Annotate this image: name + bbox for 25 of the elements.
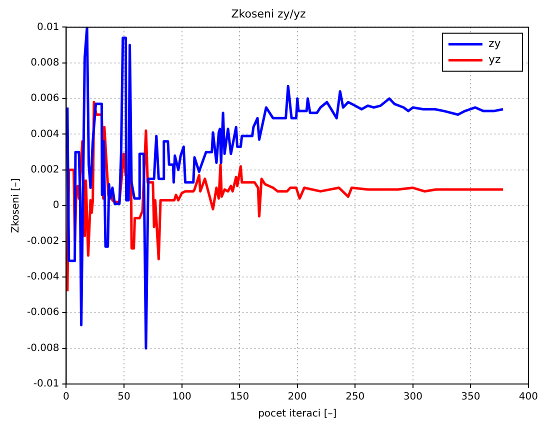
legend-label: yz <box>488 53 501 66</box>
y-tick-label: 0.006 <box>30 93 60 104</box>
x-tick-label: 400 <box>518 392 538 403</box>
y-tick-label: 0 <box>52 200 60 212</box>
x-tick-label: 300 <box>403 392 422 403</box>
y-tick-label: 0.002 <box>30 164 60 176</box>
x-axis-title: pocet iteraci [–] <box>258 408 337 420</box>
y-tick-label: -0.002 <box>26 236 60 247</box>
y-tick-label: 0.01 <box>36 22 60 33</box>
legend-label: zy <box>488 37 502 50</box>
y-tick-label: 0.008 <box>30 57 60 68</box>
x-tick-label: 50 <box>118 392 130 403</box>
y-tick-label: -0.008 <box>26 342 60 354</box>
y-axis-title: Zkoseni [–] <box>10 178 22 234</box>
x-tick-label: 100 <box>172 392 192 403</box>
y-tick-label: -0.01 <box>33 378 60 390</box>
x-tick-label: 250 <box>346 392 365 403</box>
x-tick-label: 0 <box>63 392 70 403</box>
y-tick-label: 0.004 <box>30 128 60 140</box>
y-tick-label: -0.004 <box>26 272 60 283</box>
x-tick-label: 350 <box>461 392 480 403</box>
chart-title: Zkoseni zy/yz <box>231 7 306 20</box>
x-tick-label: 200 <box>288 392 307 403</box>
x-tick-label: 150 <box>230 392 250 403</box>
y-tick-label: -0.006 <box>26 307 60 318</box>
